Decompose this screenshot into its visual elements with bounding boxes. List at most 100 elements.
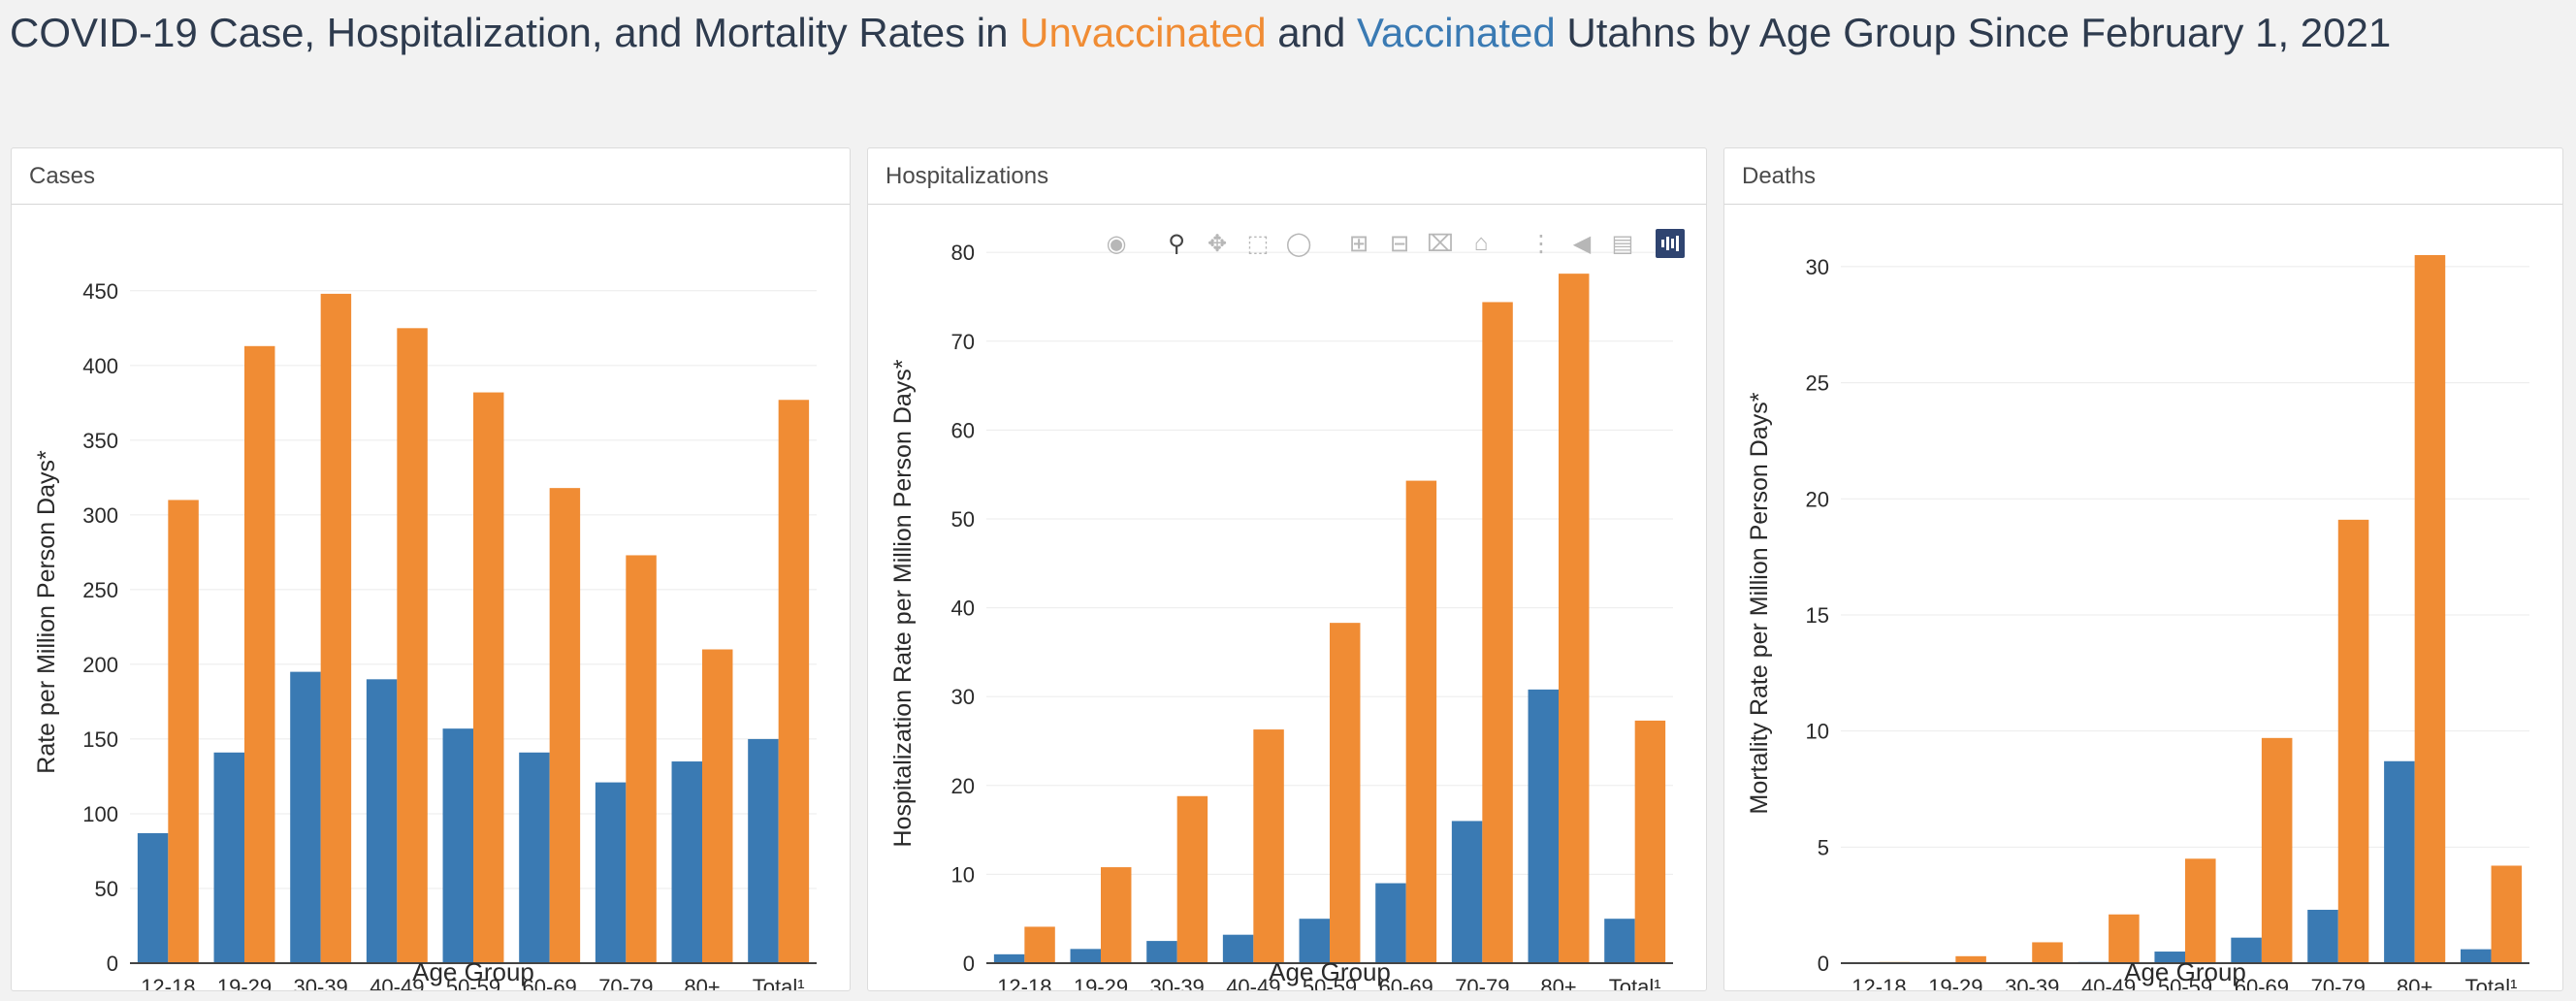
y-tick-label: 15 [1806,603,1829,628]
y-tick-label: 0 [107,952,118,976]
x-tick-label: 30-39 [2005,975,2059,990]
bar-vaccinated [671,761,702,963]
y-tick-label: 100 [82,802,118,826]
y-tick-label: 250 [82,578,118,602]
x-tick-label: 50-59 [446,975,500,990]
bar-unvaccinated [2261,737,2293,963]
x-tick-label: 19-29 [217,975,272,990]
page-title: COVID-19 Case, Hospitalization, and Mort… [10,6,2391,60]
bar-unvaccinated [1176,795,1208,963]
bar-vaccinated [1222,934,1254,963]
x-tick-label: 80+ [1540,975,1576,990]
chart-modebar: ◉ ⚲ ✥ ⬚ ◯ ⊞ ⊟ ⌧ ⌂ ⋮ ◀ ▤ [1099,226,1685,261]
zoom-icon[interactable]: ⚲ [1168,230,1185,257]
lasso-select-icon[interactable]: ◯ [1285,230,1312,257]
zoom-out-icon[interactable]: ⊟ [1389,230,1410,257]
bar-unvaccinated [397,328,428,963]
bar-unvaccinated [473,392,504,963]
pan-icon[interactable]: ✥ [1207,230,1228,257]
bar-vaccinated [137,832,169,963]
y-tick-label: 80 [951,241,975,265]
bar-unvaccinated [702,649,733,963]
bar-vaccinated [1451,821,1483,963]
y-tick-label: 10 [951,862,975,887]
title-part-3: Utahns by Age Group Since February 1, 20… [1555,10,2392,55]
x-tick-label: Total¹ [753,975,805,990]
plotly-logo-icon[interactable] [1656,229,1685,258]
y-tick-label: 50 [95,877,118,901]
bar-unvaccinated [1559,274,1590,963]
bar-unvaccinated [1101,867,1132,963]
bar-vaccinated [290,671,321,963]
autoscale-icon[interactable]: ⌧ [1427,230,1454,257]
x-tick-label: 50-59 [2158,975,2212,990]
x-axis-title: Age Group [2124,957,2246,986]
title-part-1: COVID-19 Case, Hospitalization, and Mort… [10,10,1020,55]
x-axis-title: Age Group [412,957,534,986]
bar-unvaccinated [2185,858,2216,963]
hover-compare-icon[interactable]: ▤ [1611,230,1634,257]
bar-unvaccinated [778,400,810,963]
zoom-in-icon[interactable]: ⊞ [1348,230,1369,257]
bar-vaccinated [2154,952,2185,963]
x-tick-label: 80+ [684,975,720,990]
y-tick-label: 0 [1818,952,1829,976]
hospitalizations-panel: Hospitalizations 0 10 20 30 40 50 60 70 80 12-18 1… [867,147,1707,991]
y-tick-label: 50 [951,507,975,532]
bar-vaccinated [1528,689,1559,963]
x-tick-label: 19-29 [1074,975,1128,990]
y-axis-title: Hospitalization Rate per Million Person … [889,359,917,847]
spike-lines-icon[interactable]: ⋮ [1530,230,1553,257]
x-tick-label: Total¹ [1609,975,1661,990]
bar-vaccinated [1070,949,1101,963]
x-tick-label: 70-79 [1455,975,1509,990]
hover-closest-icon[interactable]: ◀ [1572,230,1592,257]
x-tick-label: 60-69 [2235,975,2289,990]
y-tick-label: 25 [1806,371,1829,396]
reset-axes-icon[interactable]: ⌂ [1473,230,1489,256]
bar-vaccinated [2307,909,2338,963]
y-tick-label: 20 [1806,487,1829,511]
bar-unvaccinated [2337,519,2369,963]
bar-vaccinated [2461,949,2492,963]
cases-chart[interactable]: 0 50 100 150 200 250 300 350 400 450 12-18 19-29 30-… [12,205,852,990]
bar-unvaccinated [1482,302,1513,964]
x-tick-label: 12-18 [997,975,1051,990]
bar-vaccinated [595,782,627,963]
bar-vaccinated [1299,919,1330,963]
x-tick-label: 19-29 [1928,975,1982,990]
y-tick-label: 70 [951,330,975,354]
y-tick-label: 150 [82,727,118,752]
x-tick-label: 70-79 [598,975,653,990]
hospitalizations-chart[interactable]: 0 10 20 30 40 50 60 70 80 12-18 19-29 30-39 40-49 50-… [868,205,1708,990]
bar-vaccinated [993,953,1025,963]
bar-vaccinated [366,679,398,963]
y-tick-label: 0 [963,952,975,976]
bar-vaccinated [1146,941,1177,963]
deaths-chart[interactable]: 0 5 10 15 20 25 30 12-18 19-29 30-39 40-49 50-59 60-… [1724,205,2564,990]
title-part-2: and [1266,10,1358,55]
bar-unvaccinated [2414,254,2446,963]
y-tick-label: 450 [82,279,118,304]
bar-unvaccinated [1253,729,1284,963]
x-tick-label: 40-49 [370,975,424,990]
bar-unvaccinated [320,293,352,963]
x-tick-label: 30-39 [1150,975,1205,990]
panel-title-cases: Cases [12,148,850,205]
cases-panel: Cases 0 50 100 150 200 250 300 350 400 450 12-18 19… [11,147,851,991]
y-axis-title: Rate per Million Person Days* [33,450,60,774]
y-tick-label: 30 [951,685,975,709]
y-axis-title: Mortality Rate per Million Person Days* [1746,392,1773,814]
bar-unvaccinated [244,345,275,963]
x-tick-label: 50-59 [1303,975,1357,990]
y-tick-label: 300 [82,503,118,528]
x-tick-label: 80+ [2397,975,2432,990]
x-tick-label: 60-69 [1379,975,1433,990]
camera-icon[interactable]: ◉ [1106,230,1127,257]
bar-unvaccinated [1955,955,1986,963]
box-select-icon[interactable]: ⬚ [1246,230,1270,257]
x-tick-label: 40-49 [1226,975,1280,990]
bar-unvaccinated [2032,942,2063,963]
bar-vaccinated [2384,760,2415,963]
y-tick-label: 400 [82,354,118,378]
